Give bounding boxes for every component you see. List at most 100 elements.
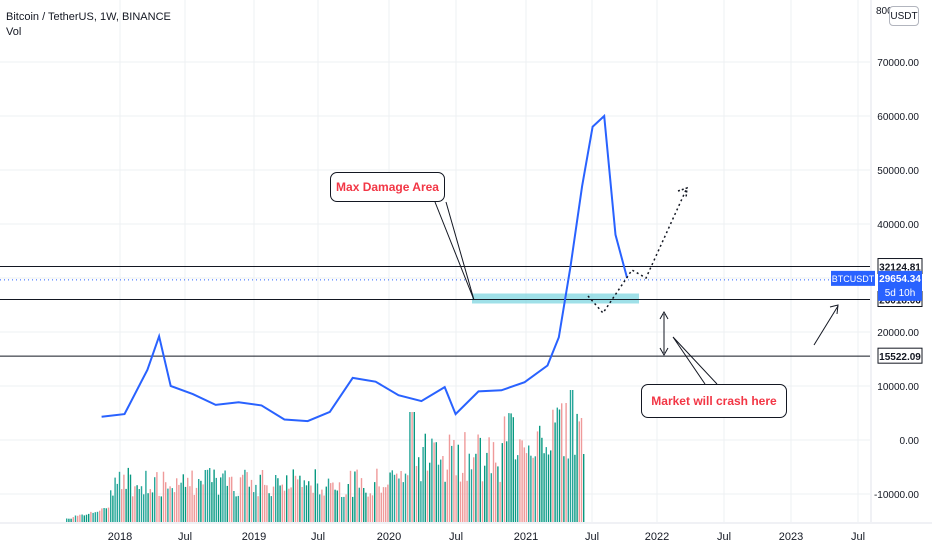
- volume-bar: [127, 467, 129, 522]
- volume-bar: [429, 462, 431, 522]
- volume-bar: [552, 409, 554, 522]
- volume-bar: [132, 496, 134, 522]
- volume-bar: [574, 454, 576, 522]
- currency-button[interactable]: USDT: [889, 6, 919, 26]
- volume-bar: [125, 488, 127, 522]
- volume-bar: [105, 508, 107, 522]
- volume-bar: [217, 494, 220, 522]
- volume-bar: [116, 483, 118, 522]
- max-damage-pointer: [434, 201, 475, 301]
- projection-path: [587, 189, 687, 315]
- volume-bar: [189, 486, 191, 522]
- volume-bar: [486, 452, 488, 522]
- volume-bar: [334, 489, 336, 522]
- volume-bar: [94, 512, 96, 522]
- level-tag-label: 15522.09: [879, 352, 921, 363]
- volume-bar: [176, 478, 178, 522]
- volume-bar: [420, 481, 422, 522]
- volume-bar: [358, 487, 360, 522]
- max-damage-zone: [472, 293, 639, 304]
- volume-bar: [195, 487, 198, 522]
- volume-bar: [367, 496, 369, 522]
- volume-bar: [349, 470, 352, 522]
- volume-bar: [301, 487, 303, 522]
- symbol-title: Bitcoin / TetherUS, 1W, BINANCE: [6, 11, 171, 23]
- volume-bar: [444, 481, 446, 522]
- time-axis-label: Jul: [585, 531, 599, 543]
- volume-bar: [442, 456, 444, 522]
- volume-bar: [378, 486, 380, 522]
- volume-bar: [382, 487, 385, 522]
- volume-bar: [233, 491, 235, 522]
- volume-bar: [209, 468, 211, 522]
- volume-bar: [323, 495, 325, 522]
- time-axis[interactable]: 2018 Jul 2019 Jul 2020 Jul 2021 Jul 2022 Jul 2023 J…: [0, 522, 932, 543]
- volume-bar: [517, 455, 519, 522]
- volume-bar: [162, 471, 165, 522]
- volume-bar: [563, 456, 565, 522]
- volume-bar: [110, 490, 112, 522]
- volume-bar: [68, 518, 70, 522]
- volume-bar: [448, 434, 451, 522]
- volume-bar: [565, 403, 567, 522]
- time-axis-label: 2022: [645, 531, 669, 543]
- volume-bar: [369, 493, 371, 522]
- volume-bar: [398, 478, 400, 522]
- volume-bar: [314, 469, 316, 522]
- volume-bar: [497, 466, 499, 522]
- volume-bar: [426, 470, 429, 522]
- volume-bar: [501, 443, 503, 522]
- volume-bar: [360, 478, 363, 522]
- volume-bar: [246, 472, 248, 522]
- time-axis-label: Jul: [311, 531, 325, 543]
- volume-bar: [187, 477, 189, 522]
- volume-bar: [286, 475, 288, 522]
- volume-bar: [222, 473, 224, 522]
- volume-bar: [200, 480, 202, 522]
- volume-bar: [413, 412, 415, 522]
- volume-bar: [547, 454, 550, 522]
- level-tag-label: 26018.06: [879, 296, 921, 307]
- volume-bar: [468, 453, 470, 522]
- time-axis-label: 2018: [108, 531, 132, 543]
- volume-bar: [231, 476, 233, 522]
- volume-bar: [558, 409, 561, 522]
- volume-bar: [453, 440, 455, 522]
- volume-bar: [169, 486, 171, 522]
- volume-bar: [244, 469, 246, 522]
- volume-bar: [74, 515, 77, 522]
- volume-bar: [310, 485, 312, 522]
- volume-bar: [154, 477, 156, 522]
- volume-bar: [90, 511, 92, 522]
- volume-bar: [510, 413, 512, 522]
- time-axis-label: 2019: [242, 531, 266, 543]
- volume-bar: [182, 474, 184, 522]
- volume-bar: [464, 432, 466, 522]
- volume-bar: [101, 508, 103, 522]
- volume-bar: [508, 413, 510, 522]
- volume-bar: [136, 485, 138, 522]
- volume-bar: [220, 477, 222, 522]
- volume-bar: [572, 390, 574, 522]
- volume-bar: [321, 489, 323, 522]
- volume-bar: [173, 492, 176, 522]
- time-axis-label: Jul: [717, 531, 731, 543]
- volume-bar: [171, 488, 173, 522]
- volume-bar: [92, 512, 94, 522]
- volume-bar: [561, 403, 563, 522]
- volume-bar: [257, 496, 259, 522]
- volume-bar: [180, 482, 182, 522]
- volume-bar: [297, 479, 299, 522]
- volume-bar: [466, 480, 468, 522]
- volume-bar: [237, 495, 239, 522]
- volume-bar: [492, 442, 495, 522]
- volume-bar: [393, 474, 396, 522]
- volume-bar: [292, 469, 294, 522]
- volume-bar: [543, 453, 545, 522]
- volume-bar: [446, 469, 448, 522]
- ticker-tag: [831, 270, 875, 286]
- volume-bar: [72, 517, 74, 522]
- volume-bar: [404, 473, 407, 522]
- callout-pointers: [434, 201, 718, 385]
